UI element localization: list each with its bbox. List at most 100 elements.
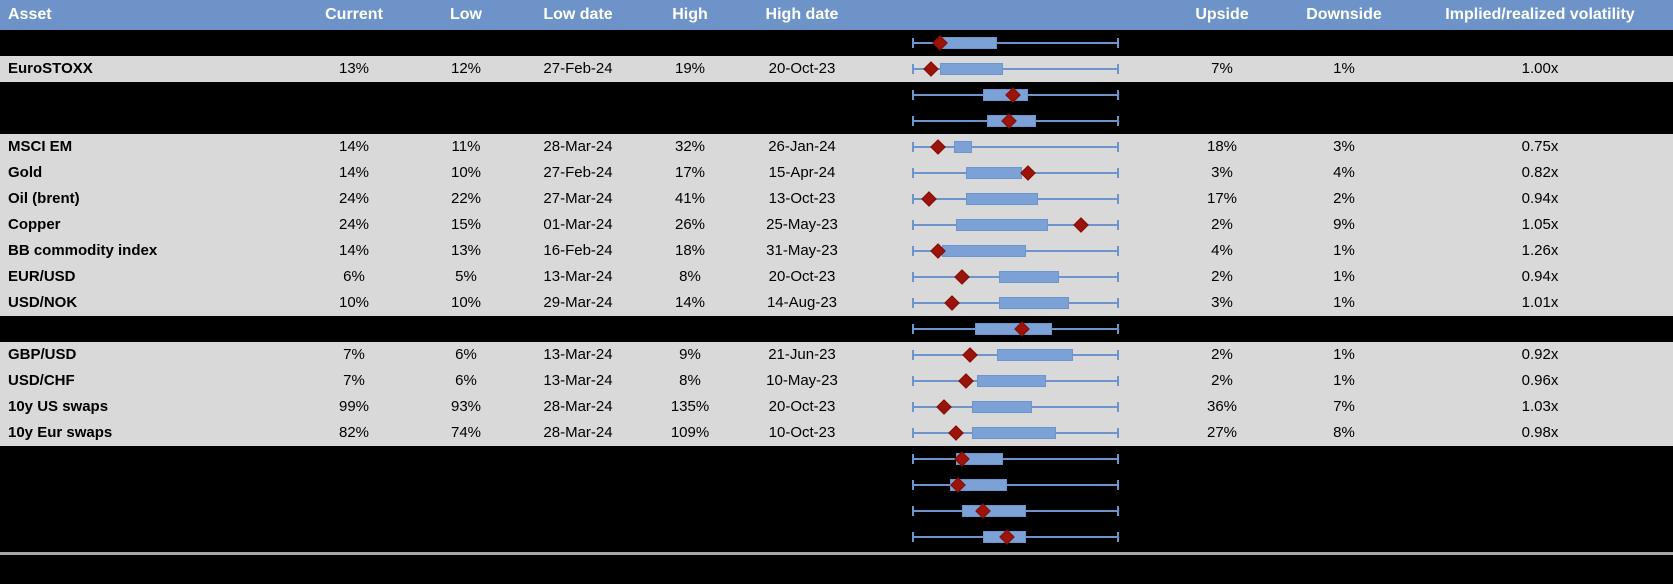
boxplot-cap-left xyxy=(912,506,914,516)
low-value: 74% xyxy=(450,424,482,441)
high-date-value: 31-May-23 xyxy=(766,242,838,259)
boxplot-box xyxy=(999,297,1069,309)
boxplot-cap-left xyxy=(912,480,914,490)
asset-label: Oil (brent) xyxy=(8,190,80,207)
upside-value: 3% xyxy=(1211,164,1233,181)
high-date-value: 20-Oct-23 xyxy=(768,398,836,415)
asset-label: USD/NOK xyxy=(8,294,78,311)
implied-realized-value: 0.94x xyxy=(1521,268,1559,285)
high-date-value: 20-Oct-23 xyxy=(768,60,836,77)
diamond-marker xyxy=(948,425,964,441)
implied-realized-value: 1.03x xyxy=(1521,398,1559,415)
low-date-value: 27-Mar-24 xyxy=(543,190,613,207)
implied-realized-value: 0.75x xyxy=(1521,138,1559,155)
current-value: 24% xyxy=(338,190,370,207)
header-asset: Asset xyxy=(8,6,52,23)
asset-label: Gold xyxy=(8,164,43,181)
downside-value: 9% xyxy=(1333,216,1355,233)
boxplot-whisker xyxy=(913,146,1118,148)
boxplot-cap-right xyxy=(1117,506,1119,516)
upside-value: 2% xyxy=(1211,372,1233,389)
asset-label: BB commodity index xyxy=(8,242,158,259)
diamond-marker xyxy=(929,139,946,155)
high-value: 9% xyxy=(679,346,701,363)
diamond-marker xyxy=(921,191,938,207)
boxplot-whisker xyxy=(913,68,1118,70)
downside-value: 1% xyxy=(1333,60,1355,77)
table-row: Gold 14% 10% 27-Feb-24 17% 15-Apr-24 3% 4% 0.82x xyxy=(0,160,1673,186)
low-date-value: 01-Mar-24 xyxy=(543,216,613,233)
hidden-row xyxy=(0,82,1673,108)
boxplot-cap-left xyxy=(912,168,914,178)
boxplot-cap-right xyxy=(1117,272,1119,282)
diamond-marker xyxy=(954,269,970,285)
boxplot-cap-right xyxy=(1117,246,1119,256)
low-date-value: 16-Feb-24 xyxy=(543,242,613,259)
high-date-value: 25-May-23 xyxy=(766,216,838,233)
boxplot-cap-left xyxy=(912,428,914,438)
table-row: USD/NOK 10% 10% 29-Mar-24 14% 14-Aug-23 3% 1% 1.… xyxy=(0,290,1673,316)
high-value: 17% xyxy=(674,164,706,181)
high-value: 19% xyxy=(674,60,706,77)
boxplot-cap-left xyxy=(912,350,914,360)
implied-realized-value: 0.82x xyxy=(1521,164,1559,181)
asset-label: 10y Eur swaps xyxy=(8,424,113,441)
low-value: 13% xyxy=(450,242,482,259)
boxplot-cap-right xyxy=(1117,168,1119,178)
diamond-marker xyxy=(944,295,960,311)
high-date-value: 15-Apr-24 xyxy=(768,164,836,181)
downside-value: 1% xyxy=(1333,294,1355,311)
header-upside: Upside xyxy=(1195,6,1249,23)
boxplot-cap-right xyxy=(1117,532,1119,542)
downside-value: 1% xyxy=(1333,372,1355,389)
hidden-row xyxy=(0,108,1673,134)
low-date-value: 29-Mar-24 xyxy=(543,294,613,311)
high-value: 109% xyxy=(670,424,710,441)
current-value: 13% xyxy=(338,60,370,77)
high-value: 135% xyxy=(670,398,710,415)
boxplot-cap-left xyxy=(912,64,914,74)
high-value: 41% xyxy=(674,190,706,207)
boxplot-cap-left xyxy=(912,324,914,334)
downside-value: 8% xyxy=(1333,424,1355,441)
asset-label: GBP/USD xyxy=(8,346,77,363)
boxplot-cap-left xyxy=(912,116,914,126)
boxplot-cap-left xyxy=(912,298,914,308)
table-row: 10y Eur swaps 82% 74% 28-Mar-24 109% 10-Oct-2… xyxy=(0,420,1673,446)
low-date-value: 28-Mar-24 xyxy=(543,424,613,441)
high-date-value: 10-May-23 xyxy=(766,372,838,389)
header-current: Current xyxy=(325,6,383,23)
boxplot-cap-left xyxy=(912,142,914,152)
high-value: 8% xyxy=(679,372,701,389)
upside-value: 2% xyxy=(1211,346,1233,363)
boxplot-box xyxy=(997,349,1073,361)
downside-value: 4% xyxy=(1333,164,1355,181)
boxplot-cap-right xyxy=(1117,220,1119,230)
high-date-value: 21-Jun-23 xyxy=(768,346,836,363)
downside-value: 1% xyxy=(1333,268,1355,285)
table-row: USD/CHF 7% 6% 13-Mar-24 8% 10-May-23 2% 1% 0.96x xyxy=(0,368,1673,394)
boxplot-cap-right xyxy=(1117,480,1119,490)
boxplot-box xyxy=(939,63,1004,75)
high-value: 18% xyxy=(674,242,706,259)
boxplot-cap-left xyxy=(912,220,914,230)
header-downside: Downside xyxy=(1306,6,1382,23)
table-row: GBP/USD 7% 6% 13-Mar-24 9% 21-Jun-23 2% 1% 0.92x xyxy=(0,342,1673,368)
diamond-marker xyxy=(1020,165,1036,181)
boxplot-box xyxy=(999,271,1059,283)
header-low: Low xyxy=(450,6,482,23)
implied-realized-value: 1.05x xyxy=(1521,216,1559,233)
table-row: MSCI EM 14% 11% 28-Mar-24 32% 26-Jan-24 18% 3% 0… xyxy=(0,134,1673,160)
upside-value: 3% xyxy=(1211,294,1233,311)
boxplot-whisker xyxy=(913,484,1118,486)
boxplot-cap-right xyxy=(1117,350,1119,360)
low-value: 22% xyxy=(450,190,482,207)
implied-realized-value: 1.01x xyxy=(1521,294,1559,311)
low-date-value: 27-Feb-24 xyxy=(543,164,613,181)
table-row: BB commodity index 14% 13% 16-Feb-24 18% 31-M… xyxy=(0,238,1673,264)
boxplot-cap-right xyxy=(1117,64,1119,74)
current-value: 6% xyxy=(343,268,365,285)
low-value: 12% xyxy=(450,60,482,77)
boxplot-box xyxy=(954,141,973,153)
